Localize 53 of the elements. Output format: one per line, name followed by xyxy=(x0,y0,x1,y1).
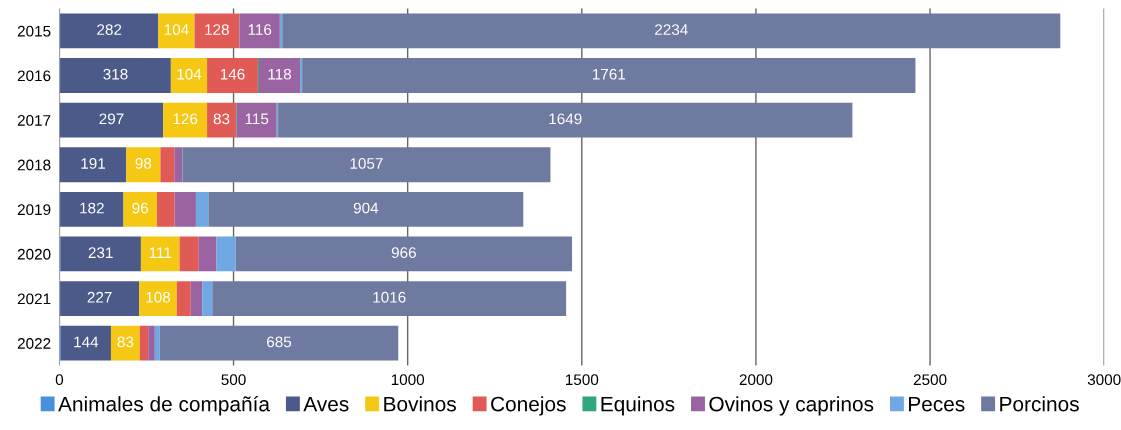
x-tick-label: 0 xyxy=(55,374,64,386)
data-label: 118 xyxy=(268,68,292,80)
data-label: 126 xyxy=(173,113,198,125)
x-tick-label: 2000 xyxy=(739,374,773,386)
data-label: 83 xyxy=(213,113,230,125)
data-label: 116 xyxy=(248,24,272,36)
y-tick-label: 2021 xyxy=(17,293,51,305)
y-tick-label: 2019 xyxy=(17,204,51,216)
data-label: 1761 xyxy=(592,68,626,80)
data-label: 282 xyxy=(97,24,122,36)
data-label: 1057 xyxy=(350,158,383,169)
y-tick-label: 2017 xyxy=(17,115,51,126)
data-label: 1649 xyxy=(549,113,582,125)
data-label: 318 xyxy=(103,68,128,80)
y-tick-label: 2016 xyxy=(17,70,51,82)
data-label: 685 xyxy=(267,336,292,348)
data-label: 1016 xyxy=(373,291,406,303)
data-label: 96 xyxy=(132,202,149,214)
data-label: 191 xyxy=(81,158,106,169)
data-label: 83 xyxy=(117,336,134,348)
legend-label: Conejos xyxy=(491,396,566,416)
data-label: 144 xyxy=(74,336,99,348)
data-label: 966 xyxy=(391,247,416,259)
data-label: 104 xyxy=(177,68,202,80)
legend-label: Ovinos y caprinos xyxy=(709,396,874,416)
legend-label: Porcinos xyxy=(1000,396,1079,412)
data-label: 904 xyxy=(353,202,379,214)
legend-label: Animales de compañía xyxy=(58,395,270,416)
y-tick-label: 2015 xyxy=(17,25,51,37)
data-label: 111 xyxy=(149,247,172,258)
y-tick-label: 2020 xyxy=(17,248,51,260)
legend-label: Peces xyxy=(909,396,965,412)
legend-label: Aves xyxy=(303,396,349,412)
data-label: 115 xyxy=(245,113,269,125)
data-label: 98 xyxy=(135,158,152,169)
x-tick-label: 3000 xyxy=(1087,374,1121,386)
legend-label: Bovinos xyxy=(384,396,456,412)
data-label: 108 xyxy=(146,291,171,303)
data-label: 2234 xyxy=(655,24,688,36)
data-label: 146 xyxy=(220,68,245,80)
legend-label: Equinos xyxy=(601,396,675,416)
y-tick-label: 2018 xyxy=(17,159,51,171)
data-label: 227 xyxy=(87,291,112,303)
data-label: 104 xyxy=(164,24,189,36)
data-label: 231 xyxy=(88,247,113,259)
x-tick-label: 1000 xyxy=(391,374,425,386)
y-tick-label: 2022 xyxy=(17,338,51,349)
data-label: 297 xyxy=(99,113,124,125)
x-tick-label: 1500 xyxy=(565,374,599,386)
data-label: 128 xyxy=(205,24,229,36)
x-tick-label: 2500 xyxy=(913,374,947,386)
data-label: 182 xyxy=(80,202,104,214)
x-tick-label: 500 xyxy=(221,374,246,386)
